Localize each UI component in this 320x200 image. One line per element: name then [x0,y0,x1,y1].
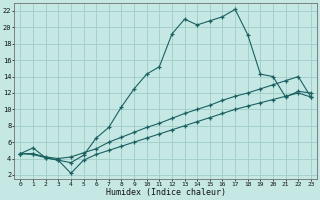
X-axis label: Humidex (Indice chaleur): Humidex (Indice chaleur) [106,188,226,197]
